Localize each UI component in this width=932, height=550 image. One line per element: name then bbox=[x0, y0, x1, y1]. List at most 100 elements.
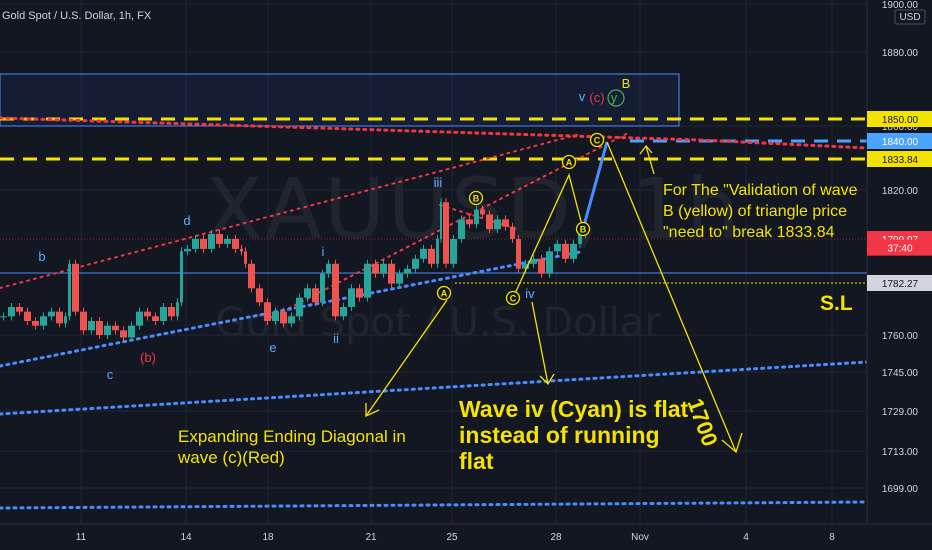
candle-body bbox=[420, 248, 427, 259]
candle-body bbox=[510, 226, 515, 239]
arrow-to-flat bbox=[531, 301, 549, 385]
candle-body bbox=[480, 209, 485, 215]
trend-red-upper bbox=[0, 133, 581, 289]
y-tick-label: 1820.00 bbox=[882, 186, 919, 197]
price-label-bg bbox=[867, 111, 932, 127]
candle-body bbox=[436, 238, 439, 264]
candle-body bbox=[304, 288, 311, 298]
candle-body bbox=[8, 306, 15, 317]
price-label-bg bbox=[867, 151, 932, 167]
candle-body bbox=[244, 251, 247, 264]
candle-body bbox=[208, 234, 215, 249]
candle-body bbox=[450, 238, 457, 264]
wave-label: iii bbox=[434, 175, 443, 190]
candle-body bbox=[88, 320, 95, 331]
x-tick-label: 14 bbox=[180, 532, 192, 543]
candle-body bbox=[474, 209, 479, 225]
candle-body bbox=[104, 325, 111, 335]
trend-blue-lower bbox=[0, 250, 582, 368]
wave-label: iv bbox=[525, 286, 535, 301]
candle-body bbox=[184, 248, 191, 252]
candle-body bbox=[348, 288, 355, 307]
wave-label: ii bbox=[333, 331, 339, 346]
projection-c-leg bbox=[581, 141, 609, 230]
projection-abc bbox=[512, 141, 608, 299]
candle-body bbox=[388, 263, 395, 284]
candle-body bbox=[32, 320, 39, 326]
wave-circle bbox=[575, 221, 591, 237]
y-tick-label: 1900.00 bbox=[882, 0, 919, 11]
x-tick-label: 28 bbox=[550, 532, 562, 543]
arrow-head-down bbox=[721, 432, 743, 454]
y-tick-label: 1699.00 bbox=[882, 484, 919, 495]
candle-body bbox=[396, 273, 403, 284]
candle-body bbox=[216, 234, 223, 244]
candle-body bbox=[458, 219, 465, 239]
candle-body bbox=[380, 263, 387, 274]
candle-body bbox=[332, 263, 339, 317]
candle-body bbox=[64, 316, 67, 324]
wave-circle bbox=[436, 285, 452, 301]
candle-body bbox=[530, 258, 537, 264]
wave-circle-label: C bbox=[594, 136, 601, 146]
candle-body bbox=[272, 311, 279, 321]
candle-body bbox=[502, 219, 509, 227]
candle-body bbox=[128, 325, 135, 338]
wave-circle-y bbox=[607, 89, 625, 107]
overlays-back bbox=[0, 73, 869, 510]
candle-body bbox=[554, 243, 561, 252]
candle-body bbox=[320, 273, 325, 303]
candle-body bbox=[466, 219, 473, 225]
candle-body bbox=[16, 306, 23, 312]
wave-circle-label: A bbox=[441, 289, 448, 299]
trend-red-top-ext bbox=[698, 138, 869, 150]
wave-circle-label: B bbox=[580, 225, 587, 235]
candle-body bbox=[428, 248, 435, 264]
candle-body bbox=[248, 263, 255, 289]
price-label: 1782.27 bbox=[882, 279, 919, 290]
candle-body bbox=[224, 238, 231, 244]
note-expanding-diagonal: Expanding Ending Diagonal in wave (c)(Re… bbox=[178, 427, 406, 467]
candle-body bbox=[546, 251, 553, 274]
price-label: 1840.00 bbox=[882, 137, 919, 148]
grid bbox=[0, 0, 867, 524]
wave-label: (c) bbox=[589, 90, 604, 105]
candle-body bbox=[364, 263, 371, 298]
candle-body bbox=[68, 263, 71, 317]
y-tick-label: 1713.00 bbox=[882, 447, 919, 458]
trend-blue-mid bbox=[0, 360, 869, 416]
candle-body bbox=[372, 263, 379, 274]
x-tick-label: Nov bbox=[631, 532, 649, 543]
wave-label: i bbox=[322, 244, 325, 259]
candle-body bbox=[356, 288, 363, 298]
candle-body bbox=[180, 251, 183, 303]
candle-body bbox=[256, 288, 263, 303]
watermark-symbol: XAUUSD, 1h bbox=[205, 160, 742, 258]
candle-body bbox=[326, 263, 331, 274]
candle-body bbox=[96, 320, 103, 335]
candle-body bbox=[160, 306, 167, 321]
candle-body bbox=[168, 306, 175, 317]
wave-label: (b) bbox=[140, 350, 156, 365]
chart-title: Gold Spot / U.S. Dollar, 1h, FX bbox=[2, 10, 152, 22]
candle-body bbox=[200, 238, 207, 249]
candle-body bbox=[120, 330, 127, 338]
y-tick-label: 1729.00 bbox=[882, 407, 919, 418]
wave-circle-label: C bbox=[510, 294, 517, 304]
candle-body bbox=[80, 311, 87, 331]
price-label: 1850.00 bbox=[882, 115, 919, 126]
candle-body bbox=[538, 258, 545, 274]
candle-body bbox=[112, 325, 119, 331]
time-axis: 11 14 18 21 25 28 Nov 4 8 bbox=[76, 532, 835, 543]
candle-body bbox=[280, 311, 287, 324]
wave-circle bbox=[589, 132, 605, 148]
price-label: 37:40 bbox=[887, 244, 912, 255]
arrow-head-flat bbox=[539, 373, 555, 386]
wave-label: d bbox=[183, 213, 190, 228]
candle-body bbox=[578, 234, 582, 244]
y-tick-label: 1880.00 bbox=[882, 48, 919, 59]
candle-body bbox=[136, 311, 143, 326]
candle-body bbox=[192, 238, 199, 249]
wave-label: e bbox=[269, 340, 276, 355]
